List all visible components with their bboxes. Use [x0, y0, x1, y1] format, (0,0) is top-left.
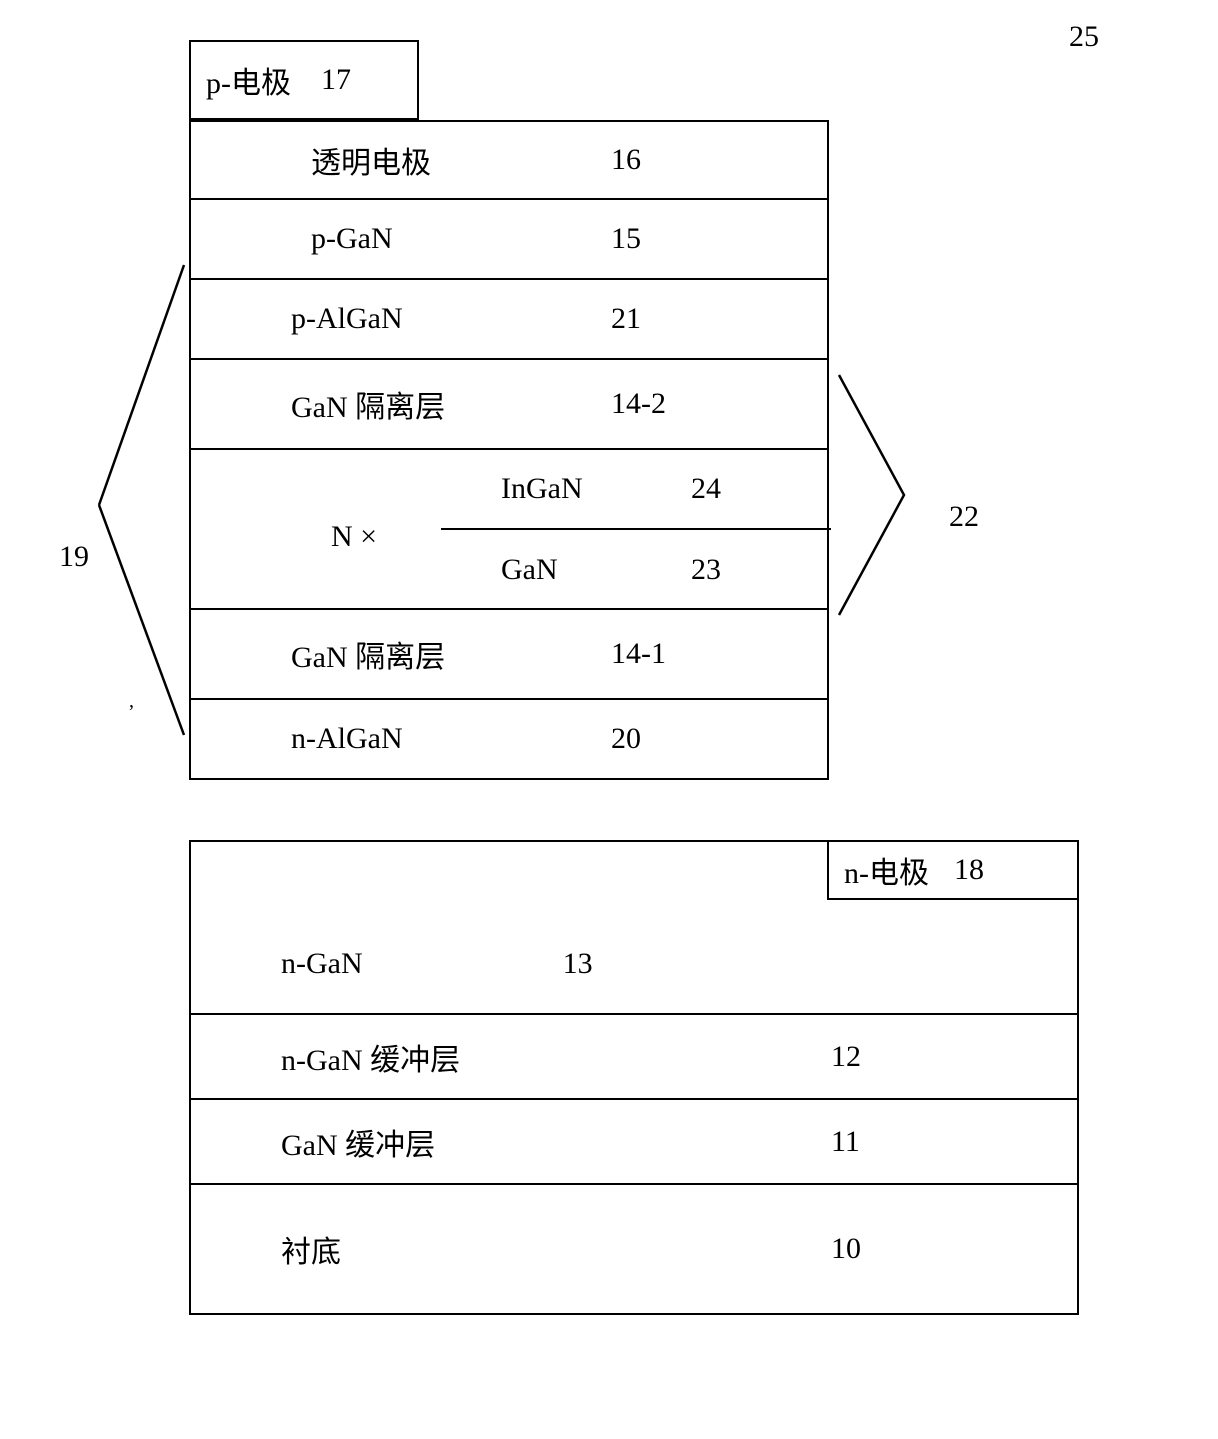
layer-name: n-GaN 缓冲层: [281, 1035, 460, 1079]
layer-num: 10: [831, 1232, 861, 1266]
mqw-block: N × InGaN 24 GaN 23: [189, 450, 829, 610]
mqw-row-24: InGaN 24: [441, 450, 831, 530]
layer-20: n-AlGaN 20: [189, 700, 829, 780]
layer-14-2: GaN 隔离层 14-2: [189, 360, 829, 450]
layer-name: 透明电极: [311, 138, 431, 182]
p-electrode-num: 17: [321, 63, 351, 97]
layer-name: p-GaN: [311, 222, 393, 256]
figure-number: 25: [1069, 20, 1099, 54]
narrow-stack: 透明电极 16 p-GaN 15 p-AlGaN 21 GaN 隔离层 14-2…: [189, 120, 829, 780]
layer-num: 16: [611, 143, 641, 177]
layer-name: p-AlGaN: [291, 302, 403, 336]
layer-num: 15: [611, 222, 641, 256]
layer-10: 衬底 10: [189, 1185, 1079, 1315]
layer-name: 衬底: [281, 1227, 341, 1271]
p-electrode-label: p-电极: [206, 58, 291, 102]
wide-stack: n-GaN 缓冲层 12 GaN 缓冲层 11 衬底 10: [189, 1015, 1079, 1315]
n-gan-name: n-GaN: [281, 947, 363, 981]
mqw-num: 24: [691, 472, 721, 506]
layer-num: 12: [831, 1040, 861, 1074]
layer-num: 11: [831, 1125, 860, 1159]
layer-num: 14-2: [611, 387, 666, 421]
layer-num: 14-1: [611, 637, 666, 671]
label-19: 19: [59, 540, 89, 574]
p-electrode-box: p-电极 17: [189, 40, 419, 120]
layer-14-1: GaN 隔离层 14-1: [189, 610, 829, 700]
mqw-name: InGaN: [501, 472, 583, 506]
layer-num: 21: [611, 302, 641, 336]
layer-21: p-AlGaN 21: [189, 280, 829, 360]
tick-mark: ,: [129, 690, 134, 713]
layer-12: n-GaN 缓冲层 12: [189, 1015, 1079, 1100]
layer-name: n-AlGaN: [291, 722, 403, 756]
layer-name: GaN 隔离层: [291, 382, 445, 426]
n-gan-num: 13: [563, 947, 593, 981]
n-electrode-label: n-电极: [844, 848, 929, 892]
layer-num: 20: [611, 722, 641, 756]
mqw-row-23: GaN 23: [441, 530, 831, 610]
mqw-num: 23: [691, 553, 721, 587]
n-electrode-num: 18: [954, 853, 984, 887]
n-gan-step: [189, 840, 831, 880]
n-gan-layer: n-电极 18 n-GaN 13: [189, 840, 1079, 1015]
n-electrode-box: n-电极 18: [827, 840, 1079, 900]
mqw-prefix: N ×: [331, 520, 377, 554]
right-bracket: [834, 370, 914, 620]
layer-name: GaN 隔离层: [291, 632, 445, 676]
layer-name: GaN 缓冲层: [281, 1120, 435, 1164]
mqw-name: GaN: [501, 553, 558, 587]
left-bracket: [59, 260, 189, 740]
layer-15: p-GaN 15: [189, 200, 829, 280]
layer-16: 透明电极 16: [189, 120, 829, 200]
label-22: 22: [949, 500, 979, 534]
layer-11: GaN 缓冲层 11: [189, 1100, 1079, 1185]
